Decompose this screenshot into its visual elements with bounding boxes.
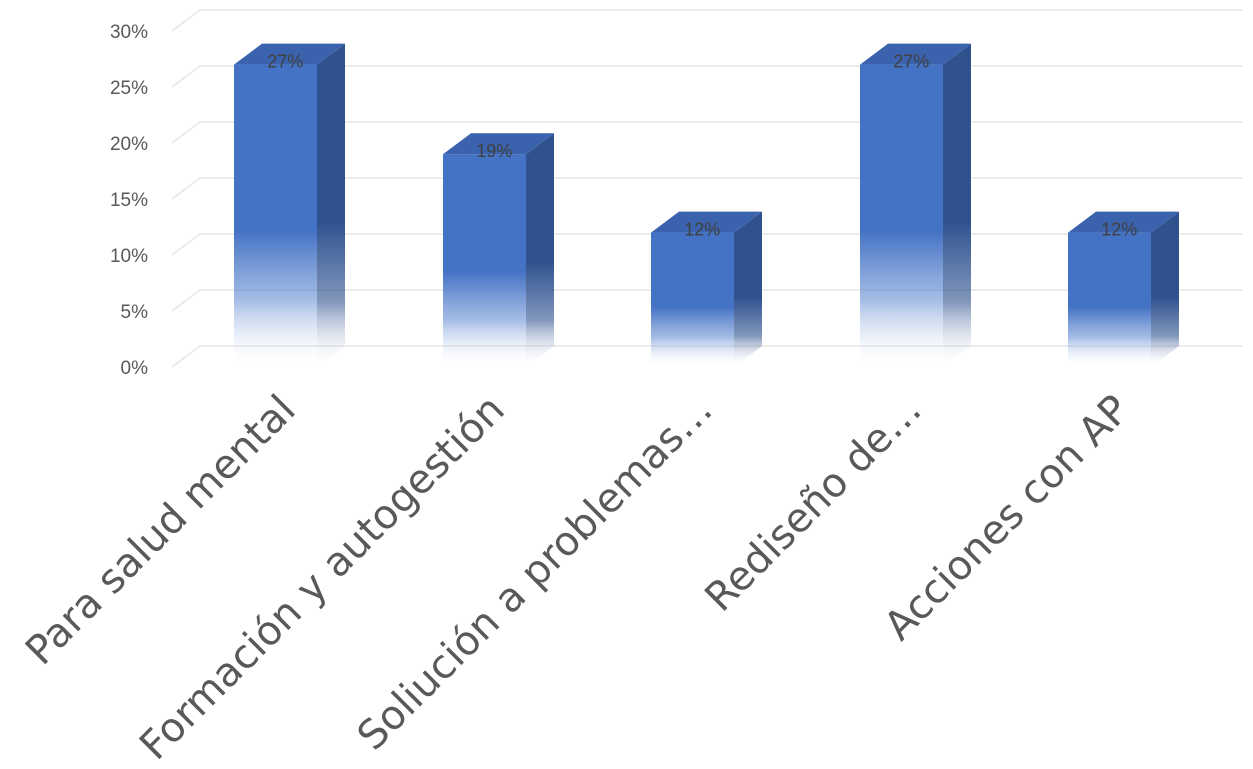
category-label: Formación y autogestión (131, 387, 513, 769)
y-tick-label: 20% (110, 134, 148, 155)
category-label: Rediseño de… (696, 387, 930, 621)
y-axis-tick-labels: 0% 5% 10% 15% 20% 25% 30% (110, 22, 148, 379)
bar-side-face (734, 211, 762, 367)
y-tick-label: 0% (121, 358, 149, 379)
bar-front-face (1068, 232, 1151, 367)
y-tick-label: 30% (110, 22, 148, 43)
data-label: 27% (267, 52, 303, 72)
data-label: 27% (893, 52, 929, 72)
bar (1068, 211, 1179, 367)
bar-side-face (317, 43, 345, 367)
bar-top-face (860, 43, 971, 65)
y-tick-label: 15% (110, 190, 148, 211)
data-label: 12% (684, 220, 720, 240)
bars (234, 43, 1179, 367)
bar-front-face (651, 232, 734, 367)
y-tick-label: 5% (121, 302, 149, 323)
bar-top-face (234, 43, 345, 65)
bar (234, 43, 345, 367)
data-labels: 27% 19% 12% 27% 12% (267, 52, 1137, 240)
bar (651, 211, 762, 367)
y-tick-label: 25% (110, 78, 148, 99)
bar-top-face (1068, 211, 1179, 233)
bar-side-face (943, 43, 971, 367)
bar-front-face (234, 64, 317, 367)
bar-side-face (1151, 211, 1179, 367)
bar-top-face (651, 211, 762, 233)
category-label: Soliución a problemas… (349, 387, 722, 760)
data-label: 19% (476, 141, 512, 161)
bar-side-face (526, 133, 554, 367)
bar-front-face (860, 64, 943, 367)
bar-front-face (443, 154, 526, 367)
gridlines (171, 9, 1242, 368)
data-label: 12% (1101, 220, 1137, 240)
bar (860, 43, 971, 367)
bar-top-face (443, 133, 554, 155)
bar (443, 133, 554, 367)
gridline (171, 9, 1242, 32)
y-tick-label: 10% (110, 246, 148, 267)
